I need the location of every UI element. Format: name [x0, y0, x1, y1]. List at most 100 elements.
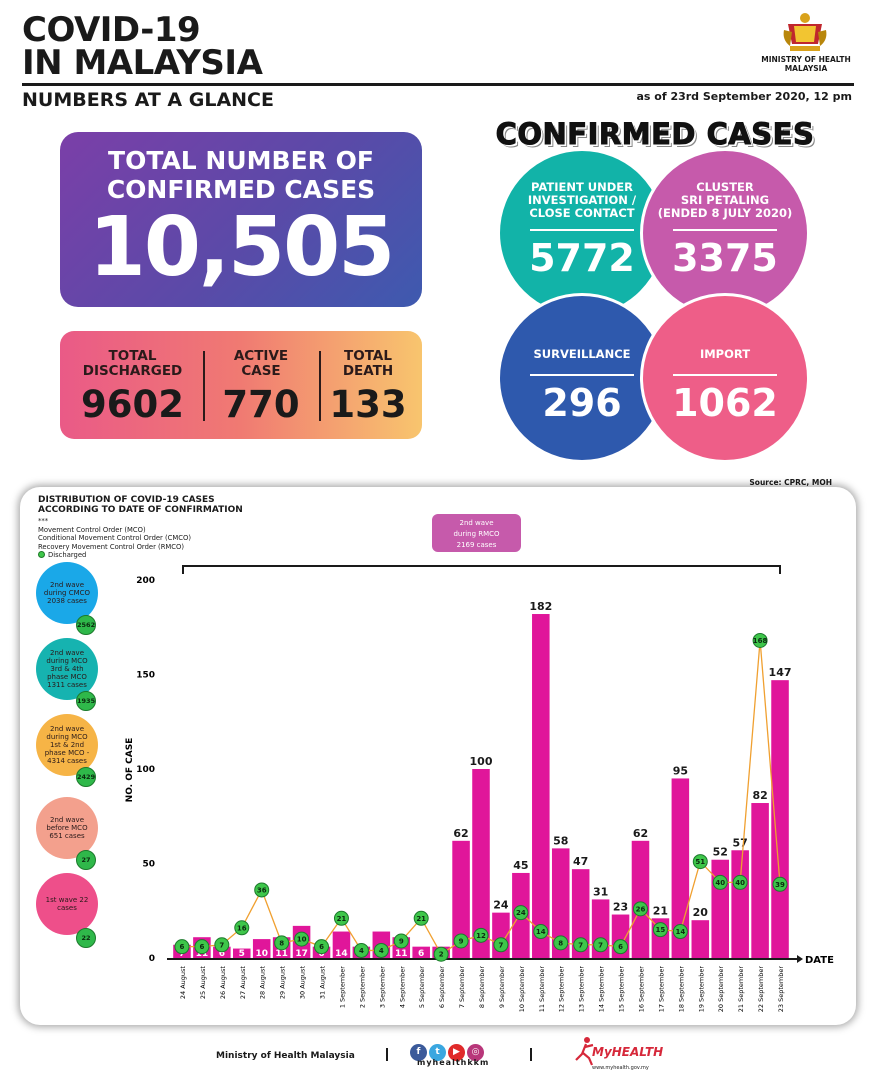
discharged-value-label: 26	[636, 905, 646, 913]
stat-active-value: 770	[222, 383, 300, 426]
x-tick-label: 13 September	[578, 966, 586, 1013]
discharged-point	[752, 632, 768, 648]
discharged-value-label: 40	[735, 879, 745, 887]
x-tick-label: 11 September	[538, 966, 546, 1013]
discharged-point	[613, 939, 629, 955]
bar	[671, 778, 690, 958]
bar	[532, 614, 550, 958]
wave-circle-mco-1-2: 2nd wave during MCO 1st & 2nd phase MCO …	[36, 714, 98, 776]
bar-value-label: 45	[513, 859, 528, 872]
y-tick-label: 150	[136, 671, 155, 681]
bar	[213, 946, 231, 958]
discharged-value-label: 51	[695, 858, 705, 866]
x-tick-label: 7 September	[458, 966, 466, 1008]
bar-value-label: 62	[453, 827, 468, 840]
discharged-point	[692, 854, 708, 870]
bar	[551, 848, 570, 958]
bar-value-label: 11	[275, 949, 288, 959]
discharged-value-label: 7	[219, 941, 224, 949]
stat-discharged-value: 9602	[81, 383, 184, 426]
rmco-label-line: 2nd wave	[459, 519, 493, 527]
x-tick-label: 10 September	[518, 966, 526, 1013]
page-title: COVID-19 IN MALAYSIA	[22, 10, 263, 83]
discharged-point	[593, 937, 609, 953]
twitter-icon[interactable]: t	[429, 1044, 446, 1061]
facebook-icon[interactable]: f	[410, 1044, 427, 1061]
discharged-point	[632, 901, 648, 917]
x-tick-label: 2 September	[358, 966, 366, 1008]
instagram-icon[interactable]: ◎	[467, 1044, 484, 1061]
header-divider	[22, 83, 854, 86]
bar-value-label: 11	[395, 949, 408, 959]
y-tick-label: 50	[142, 860, 155, 870]
wave-circle-first-wave: 1st wave 22 cases	[36, 873, 98, 935]
discharged-point	[294, 931, 310, 947]
x-tick-label: 6 September	[438, 966, 446, 1008]
as-of-date: as of 23rd September 2020, 12 pm	[636, 90, 852, 103]
x-tick-label: 24 August	[179, 966, 187, 1000]
discharged-point	[473, 927, 489, 943]
discharged-value-label: 6	[618, 943, 623, 951]
bar	[233, 948, 251, 958]
bar-value-label: 95	[673, 764, 688, 777]
myhealth-logo: MyHEALTH	[592, 1045, 664, 1059]
circle-import: IMPORT 1062	[640, 293, 810, 463]
discharged-point	[732, 874, 748, 890]
discharged-value-label: 4	[359, 947, 364, 955]
bar-value-label: 147	[769, 666, 792, 679]
rmco-label-line: 2169 cases	[457, 541, 497, 549]
bar-value-label: 17	[295, 949, 308, 959]
x-tick-label: 14 September	[598, 966, 606, 1013]
bar	[631, 840, 650, 958]
wave-mco-1-2-discharged: 2429	[76, 767, 96, 787]
bar	[472, 769, 490, 958]
discharged-point	[214, 937, 230, 953]
discharged-value-label: 40	[715, 879, 725, 887]
bar-value-label: 62	[633, 827, 648, 840]
x-axis-arrow	[797, 955, 803, 963]
bar-value-label: 6	[418, 949, 424, 959]
discharged-point	[194, 939, 210, 955]
discharged-value-label: 7	[598, 941, 603, 949]
bar	[771, 680, 789, 958]
stat-divider	[203, 351, 205, 421]
myhealth-url: www.myhealth.gov.my	[592, 1065, 649, 1071]
bar-value-label: 20	[693, 906, 709, 919]
malaysia-crest-icon	[783, 13, 827, 51]
bar-value-label: 47	[573, 855, 588, 868]
stat-death-value: 133	[329, 383, 407, 426]
discharged-value-label: 39	[775, 881, 785, 889]
x-tick-label: 16 September	[637, 966, 645, 1013]
confirmed-cases-title: CONFIRMED CASES	[495, 117, 815, 152]
x-tick-label: 9 September	[498, 966, 506, 1008]
discharged-dot-icon	[38, 551, 45, 558]
bar-value-label: 24	[493, 899, 509, 912]
discharged-point	[254, 882, 270, 898]
wave-mco-3-4-discharged: 1935	[76, 691, 96, 711]
discharged-point	[493, 937, 509, 953]
summary-stats-card: TOTAL DISCHARGED 9602 ACTIVE CASE 770 TOTA…	[60, 331, 422, 439]
x-tick-label: 27 August	[239, 966, 247, 1000]
x-tick-label: 1 September	[338, 966, 346, 1008]
ministry-label: MINISTRY OF HEALTH MALAYSIA	[761, 55, 851, 73]
discharged-point	[413, 910, 429, 926]
discharged-value-label: 6	[199, 943, 204, 951]
x-tick-label: 4 September	[398, 966, 406, 1008]
discharged-value-label: 24	[516, 909, 526, 917]
bar-value-label: 14	[335, 949, 348, 959]
discharged-value-label: 2	[439, 951, 444, 959]
y-tick-label: 100	[136, 765, 155, 775]
wave-first-wave-discharged: 22	[76, 928, 96, 948]
x-tick-label: 12 September	[558, 966, 566, 1013]
discharged-point	[772, 876, 788, 892]
discharged-point	[314, 939, 330, 955]
wave-circle-cmco: 2nd wave during CMCO 2038 cases	[36, 562, 98, 624]
discharged-point	[533, 924, 549, 940]
discharged-point	[433, 946, 449, 962]
x-tick-label: 5 September	[418, 966, 426, 1008]
wave-circle-mco-3-4: 2nd wave during MCO 3rd & 4th phase MCO …	[36, 638, 98, 700]
bar	[332, 931, 351, 958]
social-handle: myhealthkkm	[417, 1058, 490, 1067]
bar	[452, 840, 470, 958]
youtube-icon[interactable]: ▶	[448, 1044, 465, 1061]
